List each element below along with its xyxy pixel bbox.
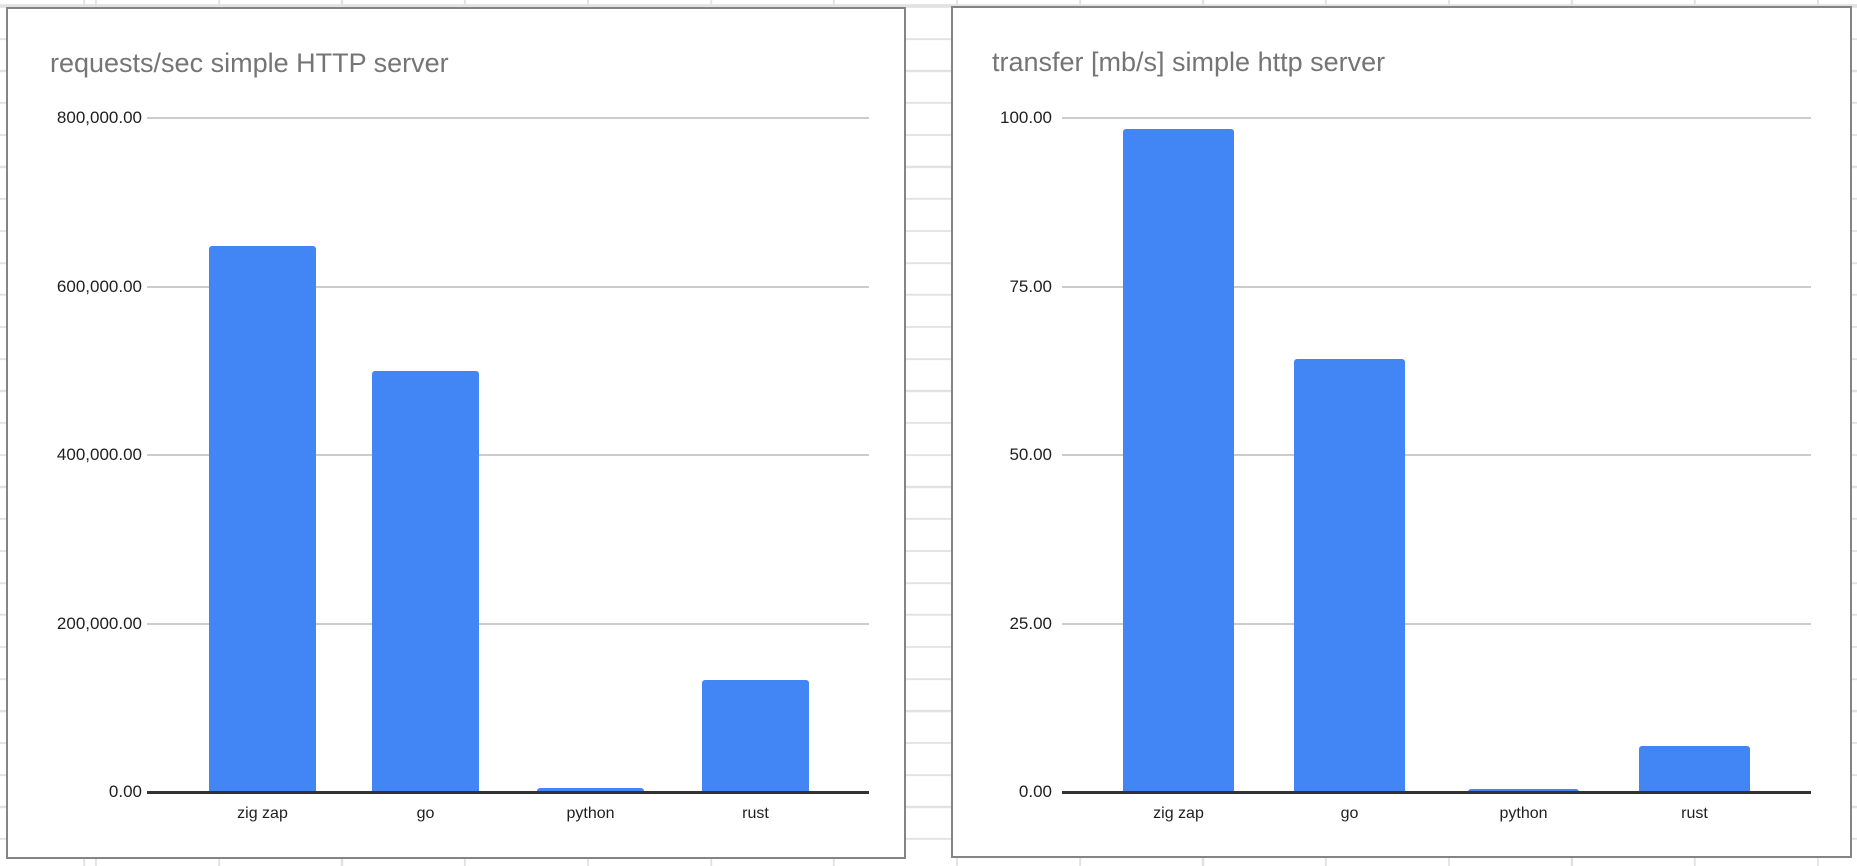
x-axis-category-label: python bbox=[566, 805, 615, 822]
x-axis-category-label: go bbox=[416, 805, 435, 822]
y-axis-tick-label: 50.00 bbox=[1009, 445, 1052, 464]
chart-title-requests: requests/sec simple HTTP server bbox=[50, 48, 449, 78]
y-axis-tick-label: 400,000.00 bbox=[56, 445, 142, 464]
bar-rust[interactable] bbox=[702, 680, 809, 792]
y-axis-tick-label: 600,000.00 bbox=[56, 277, 142, 296]
y-axis-tick-label: 0.00 bbox=[1018, 782, 1052, 801]
y-gridline bbox=[1062, 454, 1811, 456]
bar-go[interactable] bbox=[1294, 359, 1405, 792]
x-axis-category-label: go bbox=[1340, 805, 1359, 822]
x-axis-line bbox=[147, 791, 869, 794]
bar-rust[interactable] bbox=[1639, 746, 1750, 792]
y-axis-tick-label: 0.00 bbox=[108, 782, 142, 801]
x-axis-line bbox=[1062, 791, 1811, 794]
y-axis-tick-label: 200,000.00 bbox=[56, 614, 142, 633]
chart-requests-per-sec[interactable]: requests/sec simple HTTP server 800,000.… bbox=[6, 7, 906, 859]
x-axis-category-label: rust bbox=[742, 805, 769, 822]
y-gridline bbox=[147, 117, 869, 119]
bar-zig-zap[interactable] bbox=[1123, 129, 1234, 792]
y-gridline bbox=[147, 286, 869, 288]
chart-title-transfer: transfer [mb/s] simple http server bbox=[992, 47, 1386, 77]
y-axis-tick-label: 25.00 bbox=[1009, 614, 1052, 633]
y-gridline bbox=[1062, 117, 1811, 119]
x-axis-category-label: zig zap bbox=[1153, 805, 1204, 822]
bar-python[interactable] bbox=[1468, 789, 1579, 792]
y-gridline bbox=[1062, 286, 1811, 288]
x-axis-category-label: rust bbox=[1681, 805, 1708, 822]
x-axis-category-label: python bbox=[1499, 805, 1548, 822]
chart-transfer-mbs[interactable]: transfer [mb/s] simple http server 100.0… bbox=[951, 6, 1852, 858]
y-axis-tick-label: 800,000.00 bbox=[56, 108, 142, 127]
y-gridline bbox=[147, 454, 869, 456]
bar-zig-zap[interactable] bbox=[209, 246, 316, 792]
x-axis-category-label: zig zap bbox=[237, 805, 288, 822]
y-gridline bbox=[1062, 623, 1811, 625]
bar-go[interactable] bbox=[372, 371, 479, 792]
y-axis-tick-label: 100.00 bbox=[1000, 108, 1052, 127]
y-axis-tick-label: 75.00 bbox=[1009, 277, 1052, 296]
y-gridline bbox=[147, 623, 869, 625]
bar-python[interactable] bbox=[537, 788, 644, 792]
